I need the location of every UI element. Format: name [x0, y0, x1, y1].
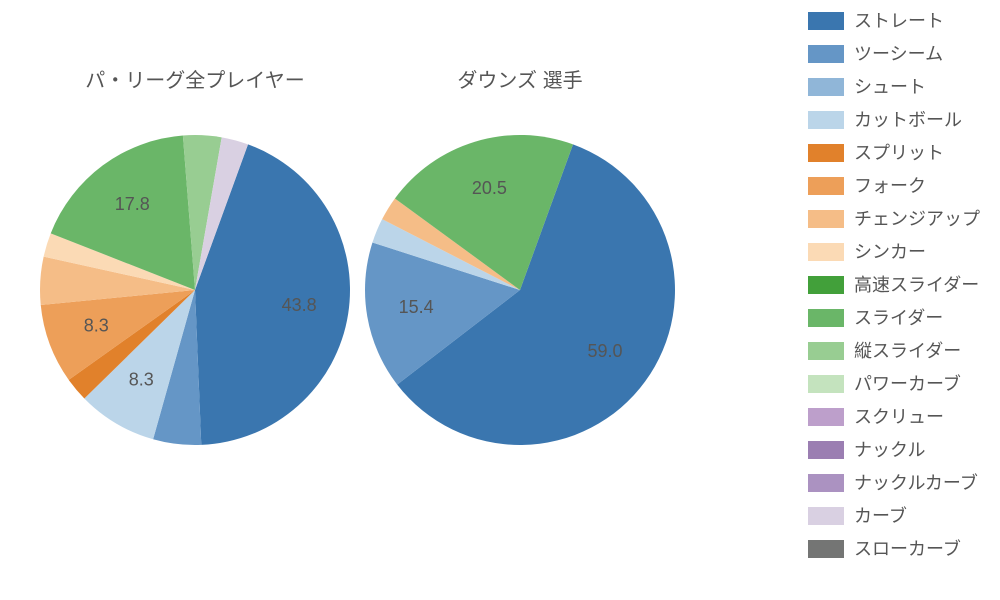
legend-swatch	[808, 45, 844, 63]
legend-swatch	[808, 12, 844, 30]
legend-label: スクリュー	[854, 408, 944, 426]
legend-swatch	[808, 144, 844, 162]
legend-label: フォーク	[854, 177, 926, 195]
legend-label: チェンジアップ	[854, 210, 980, 228]
legend-label: スプリット	[854, 144, 944, 162]
legend-label: ナックルカーブ	[854, 474, 978, 492]
legend-label: ツーシーム	[854, 45, 943, 63]
legend-item: フォーク	[808, 169, 980, 202]
legend-label: スローカーブ	[854, 540, 961, 558]
legend-swatch	[808, 111, 844, 129]
legend-swatch	[808, 243, 844, 261]
legend-label: ストレート	[854, 12, 944, 30]
chart-title-left: パ・リーグ全プレイヤー	[45, 64, 345, 93]
legend-swatch	[808, 408, 844, 426]
legend-item: シュート	[808, 70, 980, 103]
pie-slice-label: 8.3	[84, 316, 109, 336]
legend-swatch	[808, 309, 844, 327]
legend-item: カーブ	[808, 499, 980, 532]
legend-label: 縦スライダー	[854, 342, 961, 360]
pie-slice-label: 17.8	[115, 194, 150, 214]
pie-slice-label: 15.4	[399, 297, 434, 317]
legend-swatch	[808, 375, 844, 393]
legend-item: 高速スライダー	[808, 268, 980, 301]
pie-chart-right: 59.0 15.4 20.5	[365, 135, 675, 445]
legend-swatch	[808, 441, 844, 459]
legend-item: ナックルカーブ	[808, 466, 980, 499]
legend-label: パワーカーブ	[854, 375, 961, 393]
legend-item: チェンジアップ	[808, 202, 980, 235]
legend-label: シュート	[854, 78, 926, 96]
pie-slice-label: 59.0	[588, 341, 623, 361]
legend-label: スライダー	[854, 309, 943, 327]
legend-swatch	[808, 474, 844, 492]
legend-item: シンカー	[808, 235, 980, 268]
legend-label: ナックル	[854, 441, 925, 459]
chart-canvas: パ・リーグ全プレイヤー 43.8 8.3 8.3 17.8 ダウンズ 選手 59.0 1…	[0, 0, 1000, 600]
pie-chart-left: 43.8 8.3 8.3 17.8	[40, 135, 350, 445]
chart-title-right: ダウンズ 選手	[370, 64, 670, 93]
legend: ストレートツーシームシュートカットボールスプリットフォークチェンジアップシンカー…	[808, 4, 980, 565]
legend-label: カットボール	[854, 111, 962, 129]
legend-swatch	[808, 507, 844, 525]
legend-item: スライダー	[808, 301, 980, 334]
legend-label: カーブ	[854, 507, 907, 525]
legend-item: スクリュー	[808, 400, 980, 433]
legend-label: シンカー	[854, 243, 926, 261]
legend-item: 縦スライダー	[808, 334, 980, 367]
legend-item: ナックル	[808, 433, 980, 466]
legend-item: スプリット	[808, 136, 980, 169]
pie-slice-label: 43.8	[282, 295, 317, 315]
legend-item: ストレート	[808, 4, 980, 37]
legend-item: ツーシーム	[808, 37, 980, 70]
legend-swatch	[808, 342, 844, 360]
legend-swatch	[808, 210, 844, 228]
legend-label: 高速スライダー	[854, 276, 979, 294]
legend-swatch	[808, 78, 844, 96]
legend-swatch	[808, 177, 844, 195]
legend-item: カットボール	[808, 103, 980, 136]
legend-item: パワーカーブ	[808, 367, 980, 400]
legend-item: スローカーブ	[808, 532, 980, 565]
pie-slice-label: 8.3	[129, 369, 154, 389]
legend-swatch	[808, 276, 844, 294]
legend-swatch	[808, 540, 844, 558]
pie-slice-label: 20.5	[472, 178, 507, 198]
